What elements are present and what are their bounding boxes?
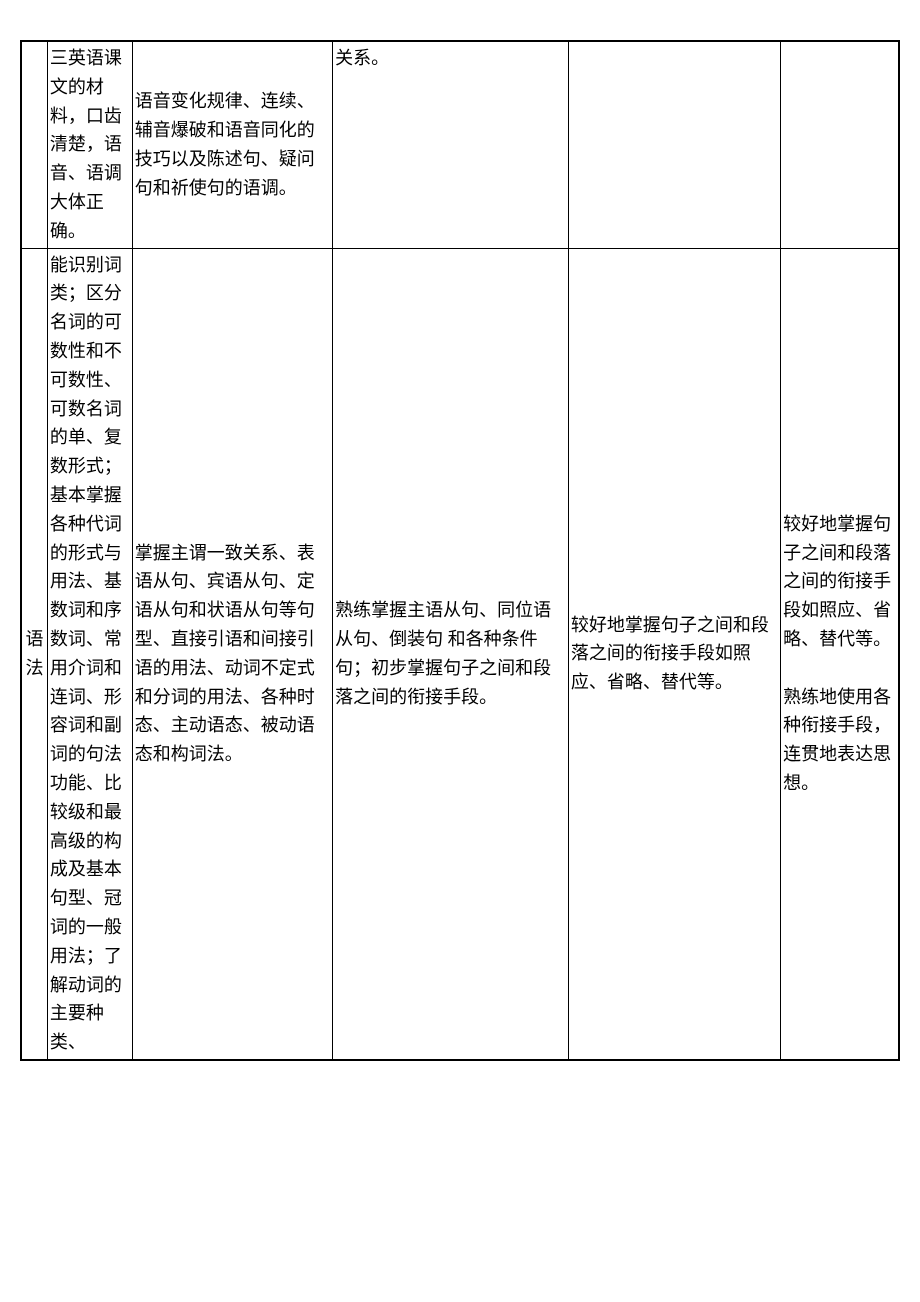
cell-phonetics-1: 三英语课文的材料，口齿清楚，语音、语调大体正确。 xyxy=(47,42,132,249)
curriculum-table: 三英语课文的材料，口齿清楚，语音、语调大体正确。 语音变化规律、连续、辅音爆破和… xyxy=(21,41,899,1060)
cell-grammar-5: 较好地掌握句子之间和段落之间的衔接手段如照应、省略、替代等。 熟练地使用各种衔接… xyxy=(781,248,899,1059)
cell-grammar-3: 熟练掌握主语从句、同位语从句、倒装句 和各种条件句；初步掌握句子之间和段落之间的… xyxy=(333,248,569,1059)
cell-phonetics-3: 关系。 xyxy=(333,42,569,249)
row-label-grammar: 语法 xyxy=(22,248,48,1059)
cell-phonetics-5 xyxy=(781,42,899,249)
document-page: 三英语课文的材料，口齿清楚，语音、语调大体正确。 语音变化规律、连续、辅音爆破和… xyxy=(20,40,900,1061)
row-label-cell xyxy=(22,42,48,249)
cell-phonetics-2: 语音变化规律、连续、辅音爆破和语音同化的技巧以及陈述句、疑问句和祈使句的语调。 xyxy=(132,42,332,249)
cell-phonetics-4 xyxy=(568,42,780,249)
cell-grammar-2: 掌握主谓一致关系、表语从句、宾语从句、定语从句和状语从句等句型、直接引语和间接引… xyxy=(132,248,332,1059)
table-row: 三英语课文的材料，口齿清楚，语音、语调大体正确。 语音变化规律、连续、辅音爆破和… xyxy=(22,42,899,249)
cell-grammar-1: 能识别词类；区分名词的可数性和不可数性、可数名词的单、复数形式；基本掌握各种代词… xyxy=(47,248,132,1059)
table-row: 语法 能识别词类；区分名词的可数性和不可数性、可数名词的单、复数形式；基本掌握各… xyxy=(22,248,899,1059)
cell-grammar-4: 较好地掌握句子之间和段落之间的衔接手段如照应、省略、替代等。 xyxy=(568,248,780,1059)
